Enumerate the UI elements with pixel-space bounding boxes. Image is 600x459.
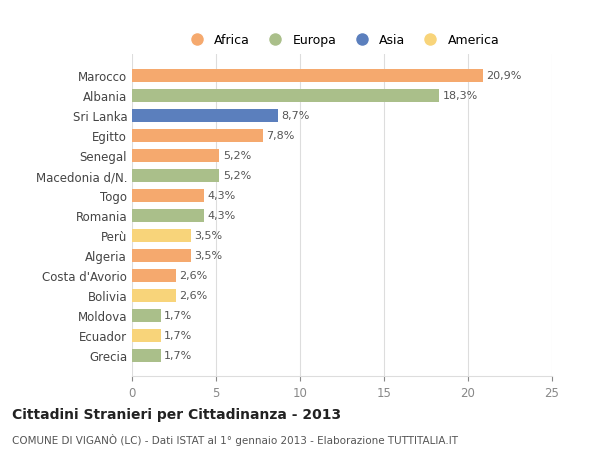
Text: 2,6%: 2,6% xyxy=(179,291,207,301)
Bar xyxy=(132,229,191,242)
Text: 18,3%: 18,3% xyxy=(443,91,478,101)
Text: COMUNE DI VIGANÒ (LC) - Dati ISTAT al 1° gennaio 2013 - Elaborazione TUTTITALIA.: COMUNE DI VIGANÒ (LC) - Dati ISTAT al 1°… xyxy=(12,433,458,445)
Bar xyxy=(132,150,220,162)
Text: 1,7%: 1,7% xyxy=(164,350,192,360)
Text: 4,3%: 4,3% xyxy=(208,191,236,201)
Bar xyxy=(132,209,204,222)
Bar xyxy=(132,309,161,322)
Bar xyxy=(132,349,161,362)
Bar xyxy=(132,329,161,342)
Bar xyxy=(132,110,278,123)
Text: 3,5%: 3,5% xyxy=(194,251,222,261)
Text: 1,7%: 1,7% xyxy=(164,330,192,340)
Bar xyxy=(132,289,176,302)
Text: 5,2%: 5,2% xyxy=(223,151,251,161)
Text: 20,9%: 20,9% xyxy=(487,71,522,81)
Text: Cittadini Stranieri per Cittadinanza - 2013: Cittadini Stranieri per Cittadinanza - 2… xyxy=(12,407,341,421)
Bar xyxy=(132,70,483,83)
Bar xyxy=(132,269,176,282)
Text: 1,7%: 1,7% xyxy=(164,310,192,320)
Text: 8,7%: 8,7% xyxy=(281,111,310,121)
Bar xyxy=(132,249,191,262)
Bar xyxy=(132,189,204,202)
Bar xyxy=(132,169,220,182)
Text: 3,5%: 3,5% xyxy=(194,231,222,241)
Legend: Africa, Europa, Asia, America: Africa, Europa, Asia, America xyxy=(179,29,505,52)
Bar xyxy=(132,90,439,102)
Bar xyxy=(132,129,263,142)
Text: 2,6%: 2,6% xyxy=(179,270,207,280)
Text: 4,3%: 4,3% xyxy=(208,211,236,221)
Text: 7,8%: 7,8% xyxy=(266,131,295,141)
Text: 5,2%: 5,2% xyxy=(223,171,251,181)
